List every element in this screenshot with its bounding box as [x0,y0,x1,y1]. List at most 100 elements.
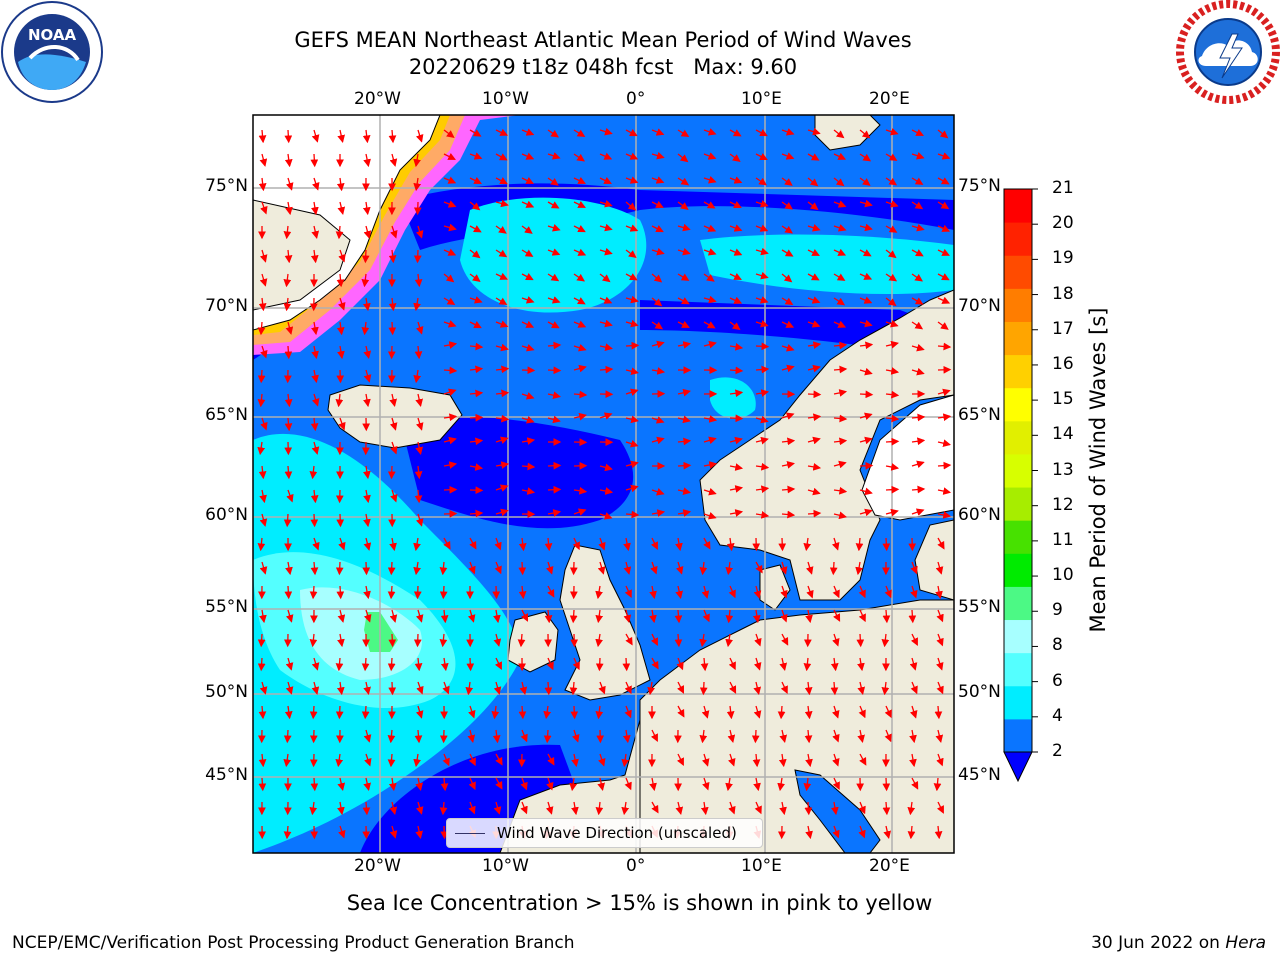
wind-wave-arrow [283,753,292,768]
lat-label-left: 45°N [205,765,248,785]
wind-wave-arrow [859,177,871,186]
wind-wave-arrow [336,513,345,528]
wind-wave-arrow [753,705,762,719]
wind-wave-arrow [859,199,873,208]
wind-wave-arrow [285,201,293,216]
wind-wave-arrow [907,801,916,816]
wind-wave-arrow [599,512,613,520]
wind-wave-arrow [520,729,528,743]
wind-wave-arrow [599,223,613,232]
wind-wave-arrow [651,436,665,445]
wind-wave-arrow [311,129,320,143]
wind-wave-arrow [519,681,528,695]
wind-wave-arrow [833,341,848,350]
wind-wave-arrow [311,441,320,455]
wind-wave-arrow [701,585,710,599]
wind-wave-arrow [259,513,268,527]
wind-wave-arrow [495,461,510,469]
wind-wave-arrow [547,753,555,766]
wind-wave-arrow [284,393,293,408]
wind-wave-arrow [284,345,293,360]
wind-wave-arrow [469,249,481,259]
wind-wave-arrow [495,128,509,136]
wind-wave-arrow [703,152,717,160]
wind-wave-arrow [361,705,370,720]
wind-wave-arrow [701,705,710,719]
colorbar-segment [1004,288,1032,322]
wind-wave-arrow [781,510,796,519]
wind-wave-arrow [468,705,476,719]
wind-wave-arrow [623,561,632,575]
wind-wave-arrow [729,463,744,471]
wind-wave-arrow [754,801,762,815]
wind-wave-arrow [310,513,319,528]
wind-wave-arrow [413,153,421,168]
wind-wave-arrow [440,609,449,624]
wind-wave-arrow [910,585,918,599]
wind-wave-arrow [833,273,846,281]
wind-wave-arrow [388,633,397,648]
wind-wave-arrow [885,340,899,349]
wind-wave-arrow [624,681,632,695]
wind-wave-arrow [494,537,502,551]
wind-wave-arrow [937,201,950,210]
legend-label: Wind Wave Direction (unscaled) [497,824,737,842]
wind-wave-arrow [807,463,822,471]
wind-wave-arrow [309,465,318,480]
wind-wave-arrow [625,176,639,184]
wind-wave-arrow [517,633,526,648]
wind-wave-arrow [469,463,484,471]
wind-wave-arrow [573,343,587,352]
wind-wave-arrow [335,561,344,576]
wind-wave-arrow [674,609,683,624]
wind-wave-arrow [859,153,872,162]
wind-wave-arrow [781,128,795,136]
wind-wave-arrow [415,417,424,431]
wind-wave-arrow [389,393,397,407]
wind-wave-arrow [729,200,742,208]
wind-wave-arrow [338,417,346,431]
wind-wave-arrow [335,393,344,408]
wind-wave-arrow [521,487,536,495]
wind-wave-arrow [937,537,945,550]
lon-label-bottom: 20°W [354,856,401,876]
wind-wave-arrow [443,485,458,494]
wind-wave-arrow [807,273,820,281]
wind-wave-arrow [547,201,560,209]
wind-wave-arrow [443,297,456,305]
wind-wave-arrow [258,129,267,144]
wind-wave-arrow [543,705,552,720]
wind-wave-arrow [286,489,294,503]
ireland [507,611,559,673]
wind-wave-arrow [361,249,370,264]
wind-wave-arrow [700,801,709,816]
lat-label-right: 45°N [958,765,1001,785]
wind-wave-arrow [699,633,707,648]
wind-wave-arrow [729,389,744,398]
colorbar-extend-arrow [1003,751,1033,783]
wind-wave-arrow [547,177,559,186]
wind-wave-arrow [677,223,691,232]
wind-wave-arrow [260,345,268,359]
nws-logo [1176,0,1280,104]
wind-wave-arrow [390,489,398,503]
wind-wave-arrow [257,633,266,648]
wind-wave-arrow [803,537,812,552]
wind-wave-arrow [677,509,692,517]
wind-wave-arrow [443,273,455,283]
wind-wave-arrow [859,341,874,350]
wind-wave-arrow [833,460,847,469]
wind-wave-arrow [260,417,268,431]
wind-wave-arrow [807,127,821,136]
wind-wave-arrow [284,705,293,720]
wind-wave-arrow [729,509,744,517]
wind-wave-arrow [258,753,267,768]
wind-wave-arrow [469,389,484,398]
wind-wave-arrow [521,176,534,184]
wind-wave-arrow [805,561,814,575]
wind-wave-arrow [521,249,534,257]
wind-wave-arrow [492,585,501,600]
wind-wave-arrow [625,415,639,424]
wind-wave-arrow [677,297,690,305]
wind-wave-arrow [414,729,423,744]
